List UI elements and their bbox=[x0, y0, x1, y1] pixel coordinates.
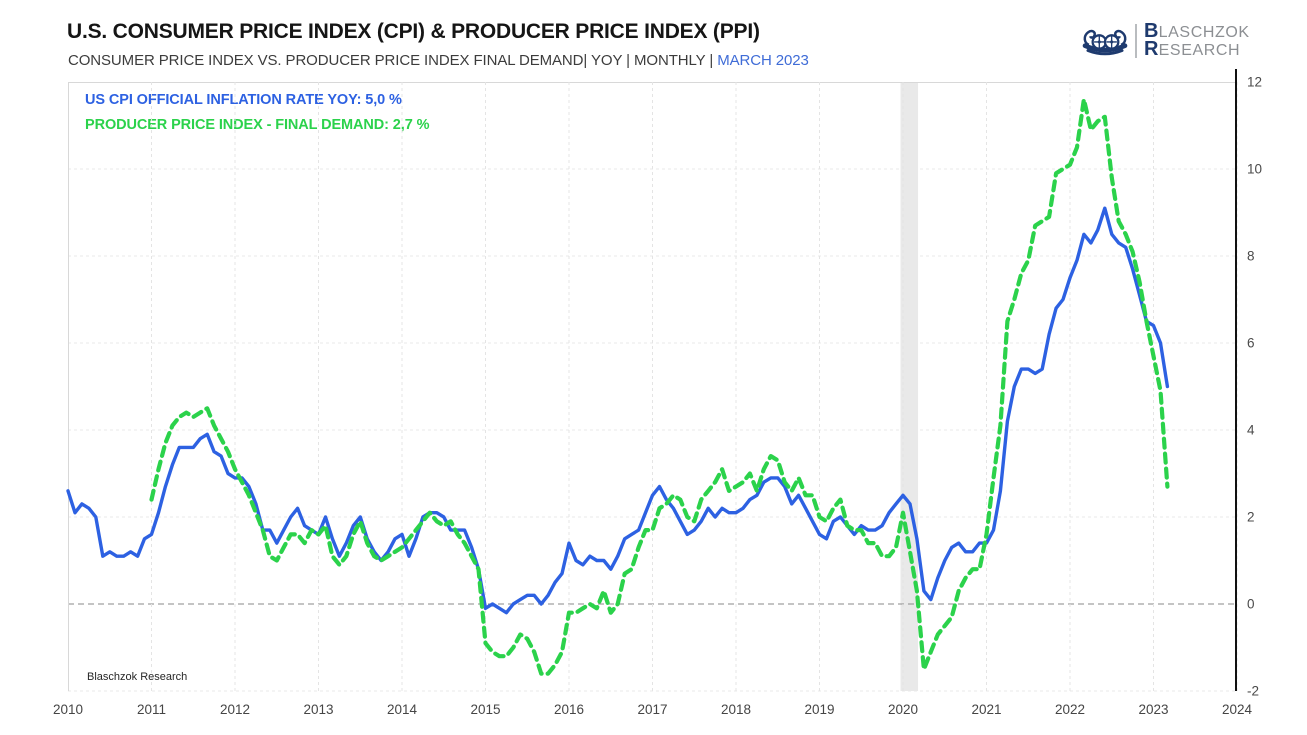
x-axis-label: 2012 bbox=[219, 702, 251, 717]
x-axis-label: 2018 bbox=[720, 702, 752, 717]
y-axis-label: 10 bbox=[1247, 161, 1263, 177]
x-axis-label: 2010 bbox=[52, 702, 84, 717]
brand-name: BLASCHZOK RESEARCH bbox=[1144, 20, 1250, 60]
viking-ship-logo-icon bbox=[1082, 29, 1128, 56]
x-axis-label: 2014 bbox=[386, 702, 418, 717]
y-axis-label: 8 bbox=[1247, 248, 1255, 264]
y-axis-label: 2 bbox=[1247, 509, 1255, 525]
x-axis-label: 2022 bbox=[1054, 702, 1086, 717]
page-title: U.S. CONSUMER PRICE INDEX (CPI) & PRODUC… bbox=[67, 20, 760, 43]
subtitle-text: CONSUMER PRICE INDEX VS. PRODUCER PRICE … bbox=[68, 52, 718, 69]
x-axis-label: 2019 bbox=[804, 702, 835, 717]
y-axis-label: 0 bbox=[1247, 596, 1255, 612]
x-axis-label: 2016 bbox=[553, 702, 585, 717]
page-subtitle: CONSUMER PRICE INDEX VS. PRODUCER PRICE … bbox=[68, 52, 809, 69]
x-axis-label: 2020 bbox=[887, 702, 919, 717]
x-axis-label: 2015 bbox=[470, 702, 501, 717]
y-axis-label: 12 bbox=[1247, 74, 1263, 90]
subtitle-date: MARCH 2023 bbox=[717, 52, 809, 69]
logo-divider bbox=[1135, 24, 1137, 58]
y-axis-label: 4 bbox=[1247, 422, 1255, 438]
line-chart-plot bbox=[66, 69, 1238, 692]
x-axis-label: 2011 bbox=[136, 702, 167, 717]
recession-band bbox=[900, 82, 919, 691]
legend-ppi-label: PRODUCER PRICE INDEX - FINAL DEMAND: 2,7… bbox=[85, 117, 430, 133]
watermark: Blaschzok Research bbox=[87, 671, 188, 683]
x-axis-label: 2021 bbox=[971, 702, 1002, 717]
x-axis-label: 2024 bbox=[1221, 702, 1253, 717]
y-axis-label: 6 bbox=[1247, 335, 1255, 351]
x-axis-label: 2017 bbox=[637, 702, 668, 717]
x-axis-label: 2023 bbox=[1138, 702, 1169, 717]
legend-cpi-label: US CPI OFFICIAL INFLATION RATE YOY: 5,0 … bbox=[85, 92, 402, 108]
ppi-line bbox=[149, 97, 1170, 676]
y-axis-label: -2 bbox=[1247, 683, 1260, 699]
x-axis-label: 2013 bbox=[303, 702, 334, 717]
brand-logo: BLASCHZOK RESEARCH bbox=[1080, 20, 1250, 60]
